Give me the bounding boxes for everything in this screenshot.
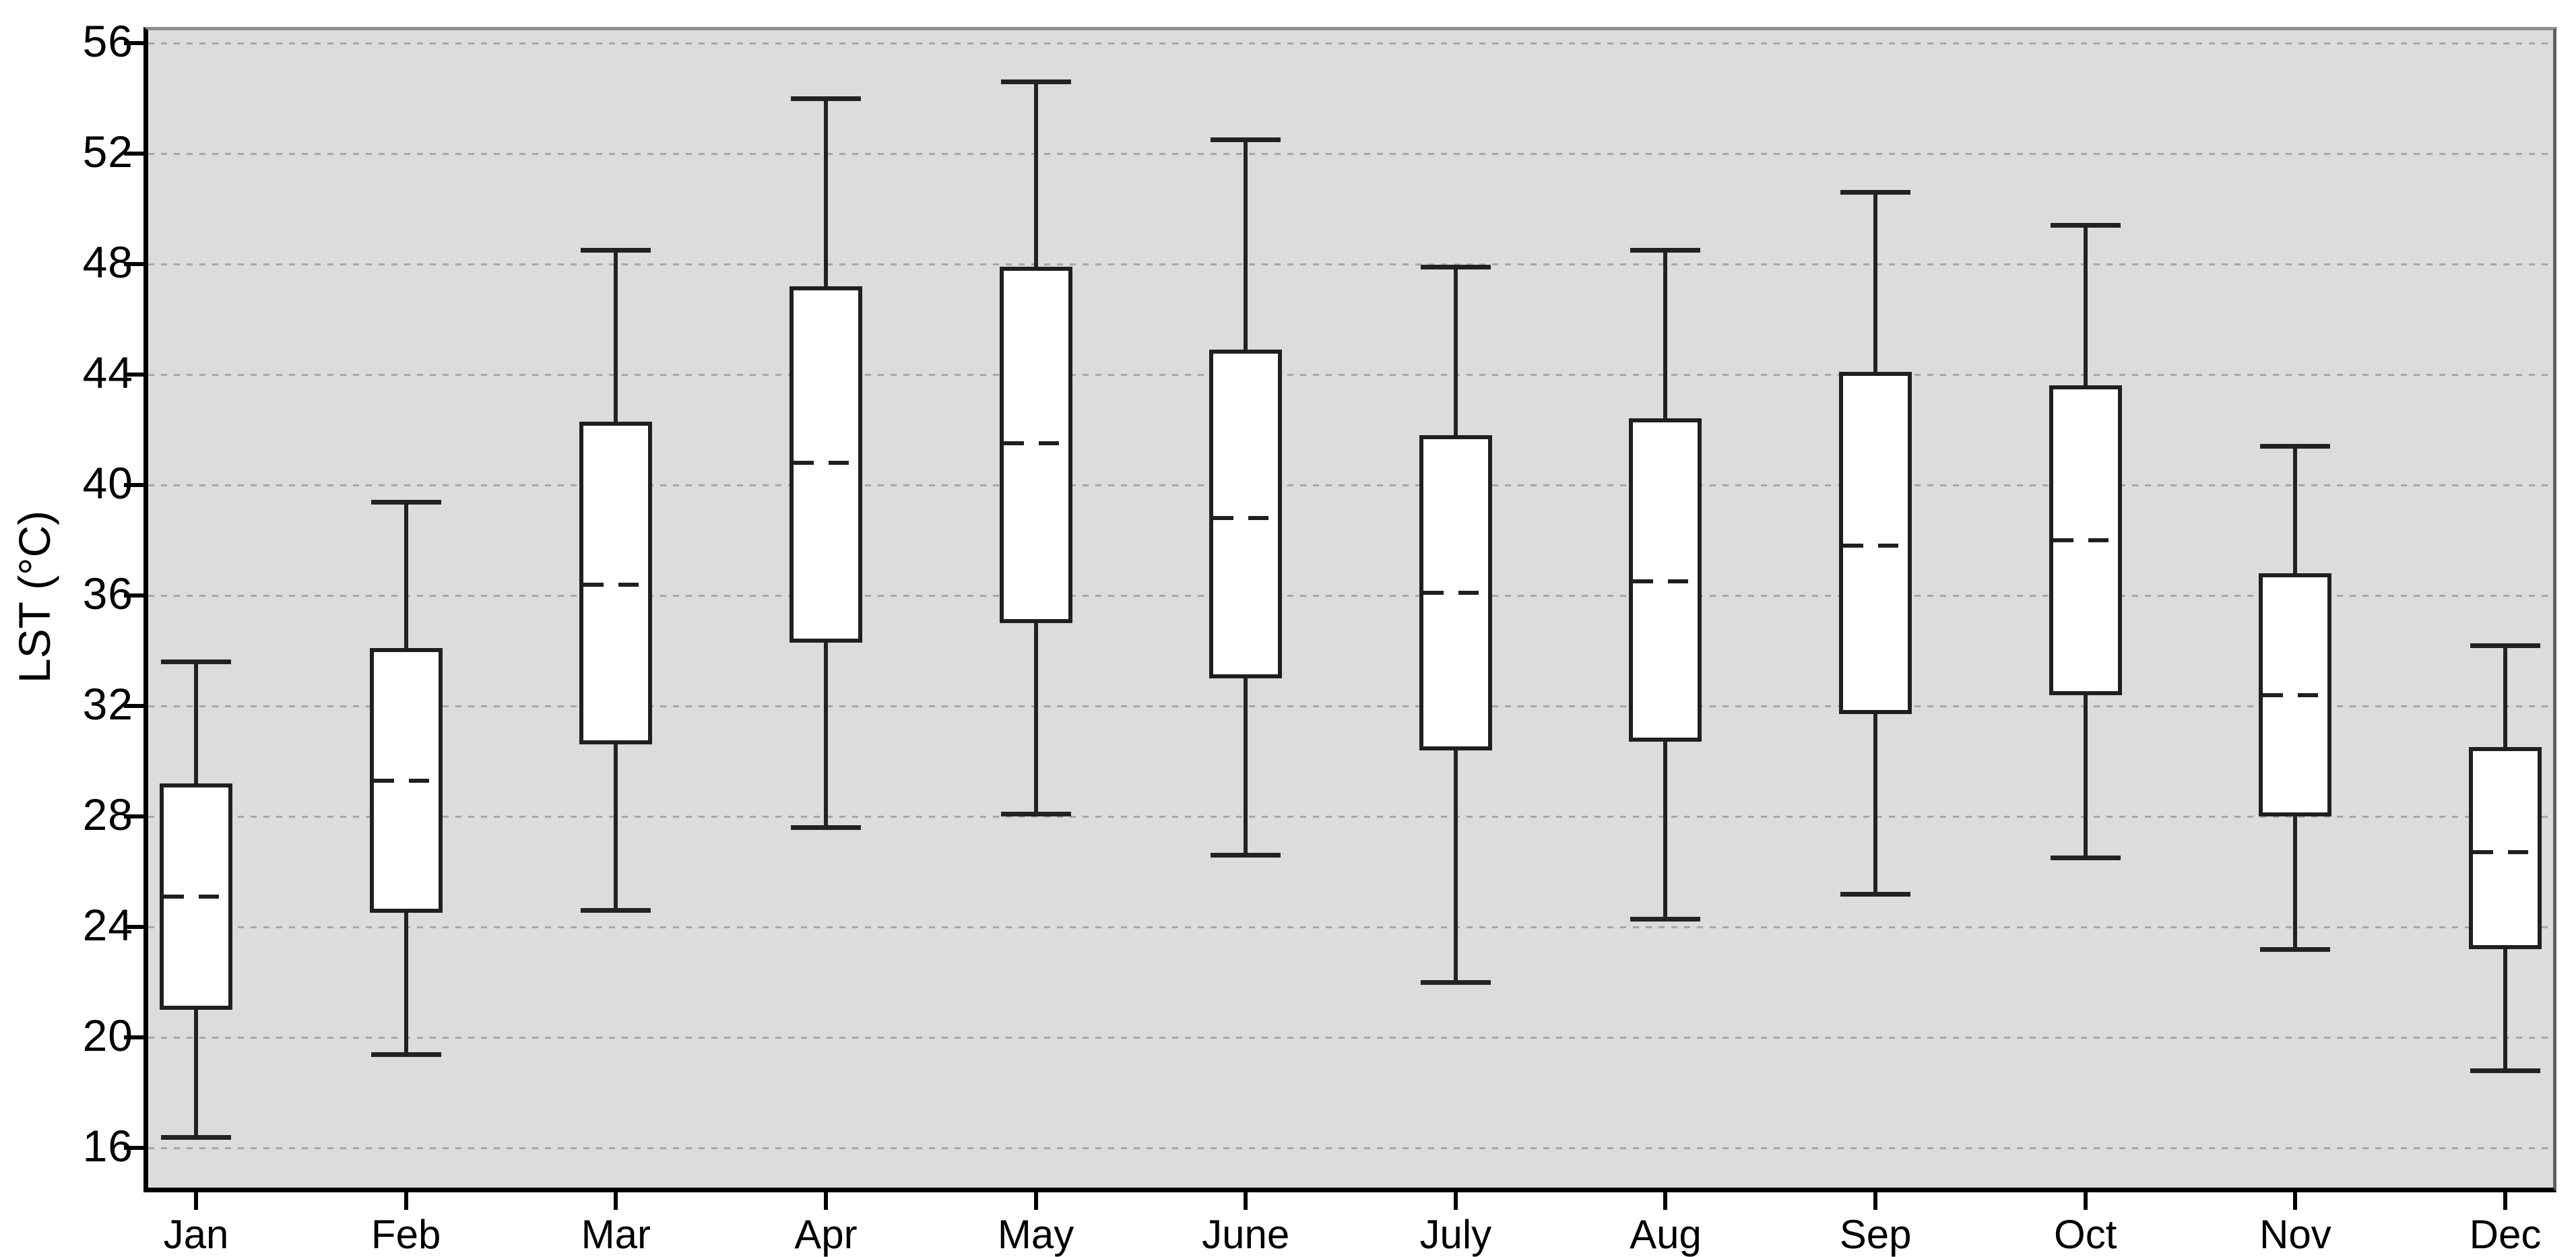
gridline-20: [148, 1036, 2553, 1039]
x-tick-label-Sep: Sep: [1839, 1212, 1912, 1257]
gridline-48: [148, 263, 2553, 265]
whisker-cap-min-June: [1211, 853, 1281, 858]
box-June: [1209, 349, 1283, 678]
box-Dec: [2469, 747, 2542, 949]
x-tick-label-Aug: Aug: [1630, 1212, 1702, 1257]
gridline-40: [148, 484, 2553, 486]
y-tick-16: [124, 1145, 148, 1150]
y-tick-24: [124, 924, 148, 929]
x-tick-Mar: [614, 1192, 618, 1210]
y-tick-20: [124, 1035, 148, 1039]
median-July: [1423, 590, 1488, 595]
gridline-52: [148, 152, 2553, 155]
x-tick-label-Mar: Mar: [581, 1212, 651, 1257]
x-tick-July: [1453, 1192, 1458, 1210]
whisker-cap-max-Dec: [2470, 643, 2540, 648]
median-Dec: [2473, 850, 2538, 855]
gridline-36: [148, 594, 2553, 597]
x-tick-label-Jan: Jan: [163, 1212, 229, 1257]
median-Mar: [583, 582, 649, 587]
whisker-cap-min-Nov: [2260, 946, 2331, 952]
y-tick-52: [124, 151, 148, 156]
gridline-16: [148, 1147, 2553, 1149]
x-tick-label-Oct: Oct: [2054, 1212, 2117, 1257]
y-tick-label-56: 56: [82, 15, 133, 66]
x-tick-label-Nov: Nov: [2259, 1212, 2331, 1257]
x-tick-Dec: [2503, 1192, 2507, 1210]
whisker-cap-min-Oct: [2050, 856, 2121, 861]
y-tick-label-48: 48: [82, 236, 133, 287]
x-tick-label-June: June: [1202, 1212, 1290, 1257]
whisker-cap-max-Jan: [161, 659, 231, 665]
y-tick-label-52: 52: [82, 126, 133, 176]
whisker-cap-max-June: [1211, 137, 1281, 143]
whisker-cap-min-Feb: [371, 1052, 441, 1057]
whisker-cap-max-Apr: [790, 96, 861, 101]
median-May: [1003, 441, 1068, 446]
whisker-cap-max-Nov: [2260, 444, 2331, 449]
y-tick-label-16: 16: [82, 1120, 133, 1171]
median-Jan: [164, 894, 228, 899]
whisker-cap-max-Oct: [2050, 223, 2121, 228]
y-tick-32: [124, 703, 148, 708]
x-tick-label-Apr: Apr: [794, 1212, 858, 1257]
gridline-28: [148, 815, 2553, 818]
gridline-24: [148, 926, 2553, 928]
whisker-cap-max-Aug: [1630, 248, 1701, 253]
whisker-cap-max-Sep: [1840, 190, 1911, 195]
y-tick-label-44: 44: [82, 347, 133, 397]
plot-area: [143, 27, 2556, 1192]
y-tick-label-32: 32: [82, 678, 133, 729]
whisker-cap-min-Dec: [2470, 1068, 2540, 1074]
x-tick-label-Feb: Feb: [371, 1212, 441, 1257]
whisker-cap-min-Mar: [581, 908, 651, 913]
gridline-32: [148, 705, 2553, 707]
whisker-cap-min-Jan: [161, 1134, 231, 1140]
gridline-44: [148, 373, 2553, 376]
x-tick-Oct: [2083, 1192, 2088, 1210]
whisker-cap-min-Aug: [1630, 916, 1701, 922]
median-Apr: [793, 461, 858, 465]
box-Sep: [1839, 371, 1912, 715]
median-Feb: [373, 778, 439, 783]
whisker-cap-max-May: [1000, 79, 1071, 85]
y-tick-label-24: 24: [82, 899, 133, 950]
x-tick-Nov: [2293, 1192, 2298, 1210]
y-tick-48: [124, 261, 148, 266]
median-Sep: [1843, 544, 1908, 548]
x-tick-label-Dec: Dec: [2469, 1212, 2542, 1257]
x-tick-May: [1033, 1192, 1038, 1210]
whisker-cap-min-May: [1000, 811, 1071, 816]
whisker-cap-min-July: [1420, 979, 1491, 985]
median-Nov: [2263, 692, 2328, 697]
whisker-cap-max-July: [1420, 264, 1491, 269]
y-tick-44: [124, 372, 148, 377]
median-June: [1213, 516, 1279, 521]
whisker-cap-min-Apr: [790, 825, 861, 831]
x-tick-label-July: July: [1419, 1212, 1492, 1257]
whisker-cap-max-Mar: [581, 248, 651, 253]
y-tick-28: [124, 814, 148, 818]
median-Oct: [2053, 538, 2118, 542]
gridline-56: [148, 42, 2553, 44]
y-tick-36: [124, 593, 148, 598]
y-tick-40: [124, 482, 148, 487]
x-tick-Feb: [404, 1192, 408, 1210]
x-tick-Sep: [1873, 1192, 1878, 1210]
whisker-cap-max-Feb: [371, 499, 441, 505]
y-tick-label-36: 36: [82, 568, 133, 618]
whisker-cap-min-Sep: [1840, 891, 1911, 897]
x-tick-Apr: [823, 1192, 828, 1210]
y-tick-label-20: 20: [82, 1010, 133, 1060]
y-tick-label-40: 40: [82, 457, 133, 508]
median-Aug: [1633, 579, 1698, 584]
y-tick-label-28: 28: [82, 789, 133, 839]
y-tick-56: [124, 40, 148, 45]
x-tick-Aug: [1663, 1192, 1668, 1210]
x-tick-label-May: May: [997, 1212, 1074, 1257]
x-tick-Jan: [194, 1192, 198, 1210]
x-tick-June: [1244, 1192, 1248, 1210]
